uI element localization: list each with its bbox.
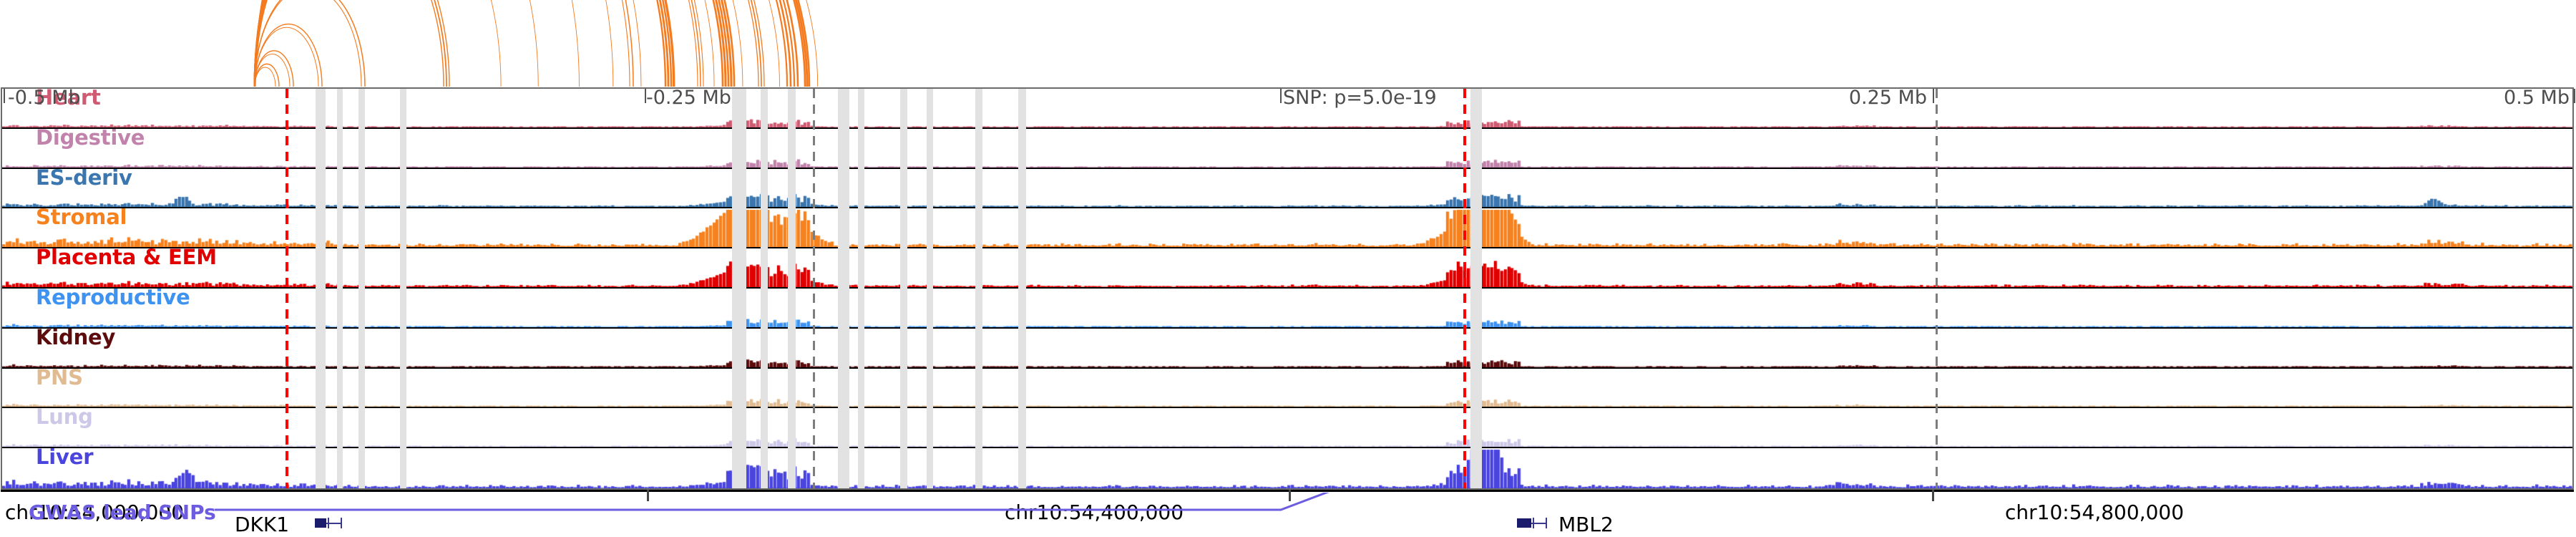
chromatin-loop-arc (254, 0, 450, 87)
arc-svg (0, 0, 819, 87)
chromatin-loop-arc (253, 0, 796, 87)
signal-tracks-frame: Heart Digestive ES-deriv Stromal Placenta & … (1, 87, 2575, 490)
signal-track-kidney: Kidney (2, 328, 2572, 369)
top-axis-tick (4, 89, 5, 103)
top-axis-tick (645, 89, 646, 103)
track-signal-canvas (2, 328, 2572, 367)
gene-label-dkk1[interactable]: DKK1 (235, 513, 290, 536)
chromatin-loop-arc (253, 0, 673, 87)
gene-strand-tick-dkk1 (328, 518, 329, 528)
gene-exon-box-dkk1[interactable] (315, 518, 326, 528)
track-label-pns: PNS (36, 368, 83, 390)
track-label-lung: Lung (36, 408, 93, 430)
top-axis-label: -0.25 Mb (646, 87, 731, 109)
track-label-liver: Liver (36, 448, 94, 470)
track-label-stromal: Stromal (36, 208, 127, 230)
track-signal-canvas (2, 208, 2572, 248)
gwas-and-gene-track: GWAS lead SNPs DKK1 MBL2 (0, 493, 2576, 537)
chromatin-loop-arc (254, 63, 280, 87)
coordinate-label: chr10:54,400,000 (1005, 500, 1184, 524)
top-axis-annotations: -0.5 Mb -0.25 Mb SNP: p=5.0e-19 0.25 Mb 0.5 … (2, 87, 2575, 113)
signal-track-reproductive: Reproductive (2, 289, 2572, 329)
track-signal-canvas (2, 89, 2572, 127)
track-signal-canvas (2, 168, 2572, 208)
chromatin-loop-arc (254, 0, 759, 87)
signal-track-lung: Lung (2, 408, 2572, 449)
chromatin-loop-arc (254, 0, 580, 87)
signal-track-placenta-eem: Placenta & EEM (2, 248, 2572, 289)
chromatin-loop-arc (254, 67, 276, 87)
top-axis-label: SNP: p=5.0e-19 (1283, 87, 1437, 109)
chromatin-loop-arc (254, 0, 444, 87)
gene-strand-tick2-mbl2 (1546, 518, 1547, 528)
track-label-placenta-eem: Placenta & EEM (36, 248, 217, 270)
chromatin-loop-arc (253, 0, 727, 87)
chromatin-loop-arc (253, 0, 667, 87)
chromatin-loop-arc (254, 0, 715, 87)
coordinate-tick (1289, 490, 1291, 501)
gwas-lead-snps-label: GWAS lead SNPs (29, 500, 216, 524)
gene-exon-box-mbl2[interactable] (1517, 518, 1531, 528)
chromatin-loop-arc (254, 0, 366, 87)
gene-label-mbl2[interactable]: MBL2 (1558, 513, 1614, 536)
gene-intron-line-mbl2 (1531, 523, 1547, 524)
track-label-kidney: Kidney (36, 328, 116, 349)
signal-track-stromal: Stromal (2, 208, 2572, 249)
chromatin-loop-arc (254, 0, 447, 87)
track-signal-canvas (2, 289, 2572, 327)
track-label-heart: Heart (36, 89, 101, 110)
chromatin-loop-arc (254, 0, 630, 87)
chromatin-loop-arc-panel (0, 0, 2576, 87)
track-signal-canvas (2, 248, 2572, 287)
chromatin-loop-arc (254, 0, 765, 87)
chromatin-loop-arc (253, 0, 724, 87)
track-signal-canvas (2, 448, 2572, 488)
gene-strand-tick2-dkk1 (341, 518, 342, 528)
chromatin-loop-arc (254, 23, 323, 87)
chromatin-loop-arc (254, 0, 762, 87)
chromatin-loop-arc (253, 0, 792, 87)
gene-intron-line-dkk1 (326, 523, 342, 524)
coordinate-label: chr10:54,000,000 (5, 500, 185, 524)
coordinate-label: chr10:54,800,000 (2005, 500, 2185, 524)
signal-track-es-deriv: ES-deriv (2, 168, 2572, 209)
track-label-reproductive: Reproductive (36, 289, 190, 309)
chromatin-loop-arc (253, 0, 670, 87)
signal-track-pns: PNS (2, 368, 2572, 409)
gwas-connector-svg (215, 493, 1330, 511)
chromatin-loop-arc (254, 0, 704, 87)
top-axis-label: 0.25 Mb (1848, 87, 1927, 109)
signal-track-digestive: Digestive (2, 128, 2572, 169)
track-label-digestive: Digestive (36, 128, 145, 150)
coordinate-tick (647, 490, 649, 501)
chromatin-loop-arc (254, 50, 294, 87)
track-signal-canvas (2, 368, 2572, 407)
chromatin-loop-arc (254, 0, 539, 87)
top-axis-tick (1933, 89, 1934, 103)
gene-strand-tick-mbl2 (1533, 518, 1534, 528)
top-axis-label: 0.5 Mb (2504, 87, 2570, 109)
top-axis-tick (2574, 89, 2575, 103)
track-label-es-deriv: ES-deriv (36, 168, 132, 190)
top-axis-label: -0.5 Mb (8, 87, 81, 109)
top-axis-tick (1280, 89, 1282, 103)
genomic-coordinate-axis: chr10:54,000,000 chr10:54,400,000 chr10:54… (0, 490, 2576, 537)
signal-tracks-container: Heart Digestive ES-deriv Stromal Placenta & … (2, 89, 2572, 488)
track-signal-canvas (2, 408, 2572, 448)
chromatin-loop-arc (254, 53, 291, 87)
signal-track-heart: Heart (2, 89, 2572, 129)
track-signal-canvas (2, 128, 2572, 168)
coordinate-tick (1932, 490, 1934, 501)
chromatin-loop-arc (253, 0, 730, 87)
gwas-snp-connector-line (215, 493, 1330, 511)
axis-baseline (1, 490, 2574, 492)
signal-track-liver: Liver (2, 448, 2572, 488)
